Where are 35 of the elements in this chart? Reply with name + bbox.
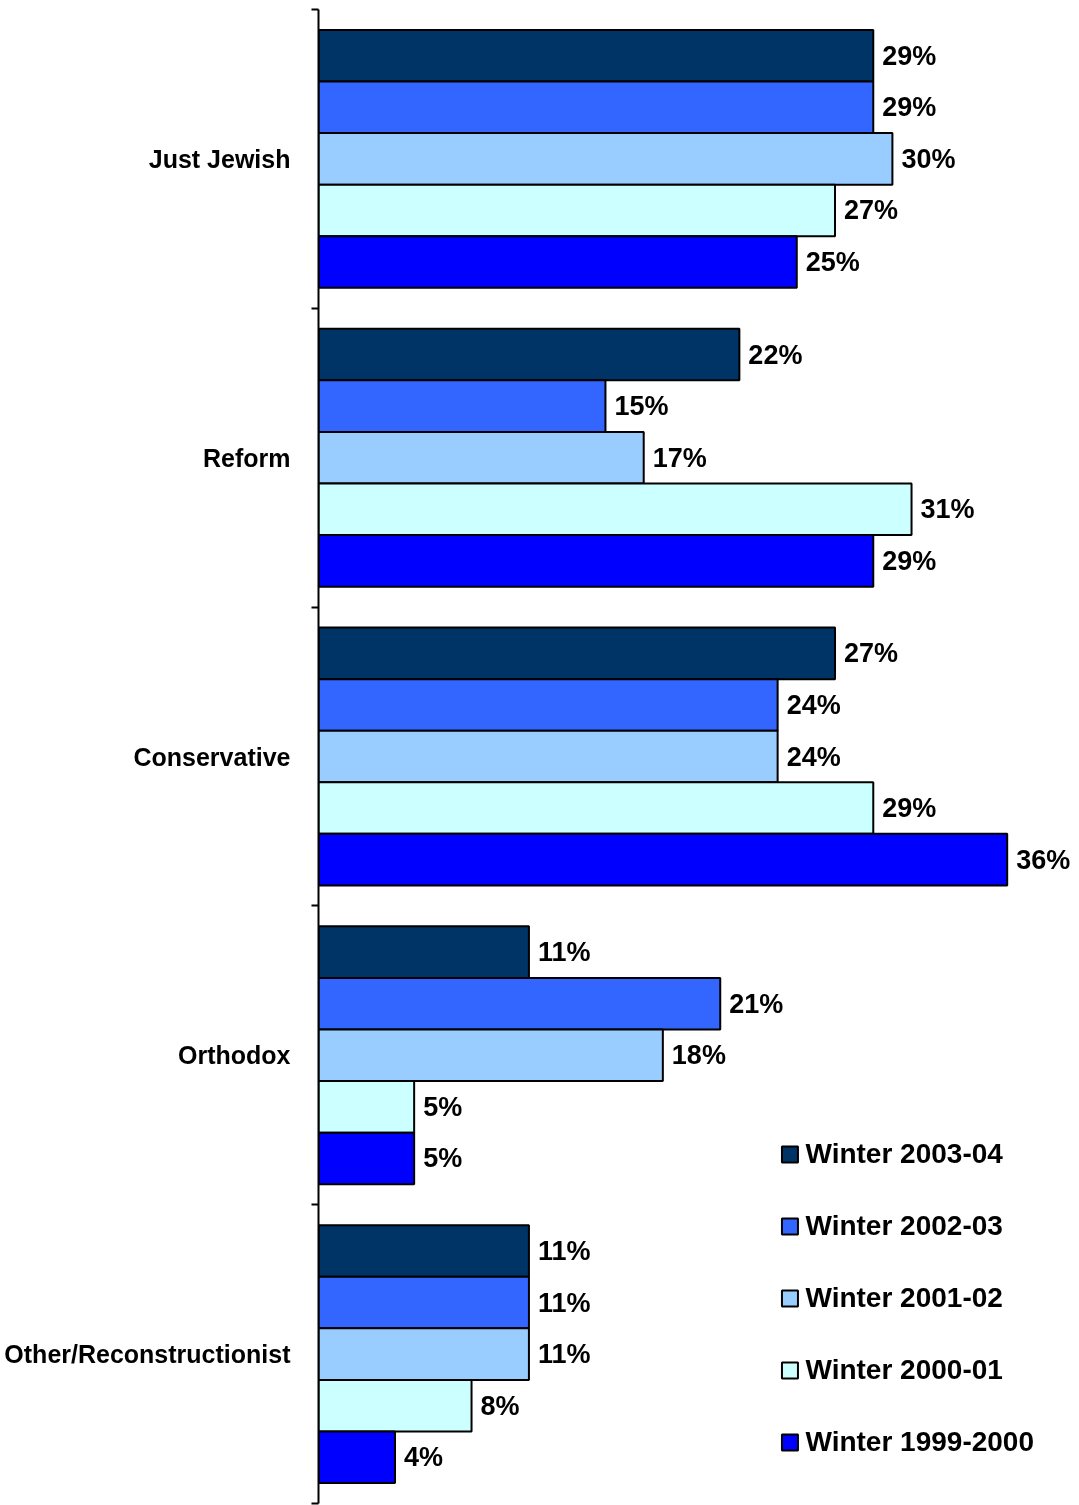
y-tick-label: Reform [202, 443, 291, 472]
data-label: 15% [614, 391, 669, 422]
data-label: 24% [786, 689, 841, 720]
legend-label: Winter 2001-02 [805, 1282, 1003, 1314]
data-label: 17% [652, 442, 707, 473]
y-tick-label: Orthodox [178, 1041, 291, 1070]
legend-label: Winter 2003-04 [805, 1138, 1003, 1170]
y-tick-label: Other/Reconstructionist [4, 1340, 292, 1369]
data-label: 11% [537, 1235, 591, 1266]
data-label: 29% [882, 40, 937, 71]
data-label: 21% [729, 988, 784, 1019]
data-label: 27% [844, 195, 899, 226]
data-label: 4% [404, 1442, 444, 1473]
data-label: 27% [844, 638, 899, 669]
data-label: 31% [920, 494, 975, 525]
data-label: 18% [671, 1040, 726, 1071]
y-tick-label: Just Jewish [148, 144, 291, 173]
legend-label: Winter 1999-2000 [805, 1426, 1034, 1458]
data-label: 29% [882, 545, 937, 576]
data-label: 11% [537, 937, 591, 968]
data-label: 25% [805, 247, 860, 278]
data-label: 5% [423, 1143, 463, 1174]
data-label: 36% [1016, 844, 1071, 875]
legend-label: Winter 2002-03 [805, 1210, 1003, 1242]
data-label: 11% [537, 1287, 591, 1318]
data-label: 29% [882, 92, 937, 123]
data-label: 11% [537, 1339, 591, 1370]
data-label: 29% [882, 793, 937, 824]
data-label: 30% [901, 143, 956, 174]
data-label: 22% [748, 339, 803, 370]
data-label: 5% [423, 1091, 463, 1122]
legend-label: Winter 2000-01 [805, 1354, 1003, 1386]
y-tick-label: Conservative [133, 742, 291, 771]
data-label: 8% [480, 1390, 520, 1421]
data-label: 24% [786, 741, 841, 772]
